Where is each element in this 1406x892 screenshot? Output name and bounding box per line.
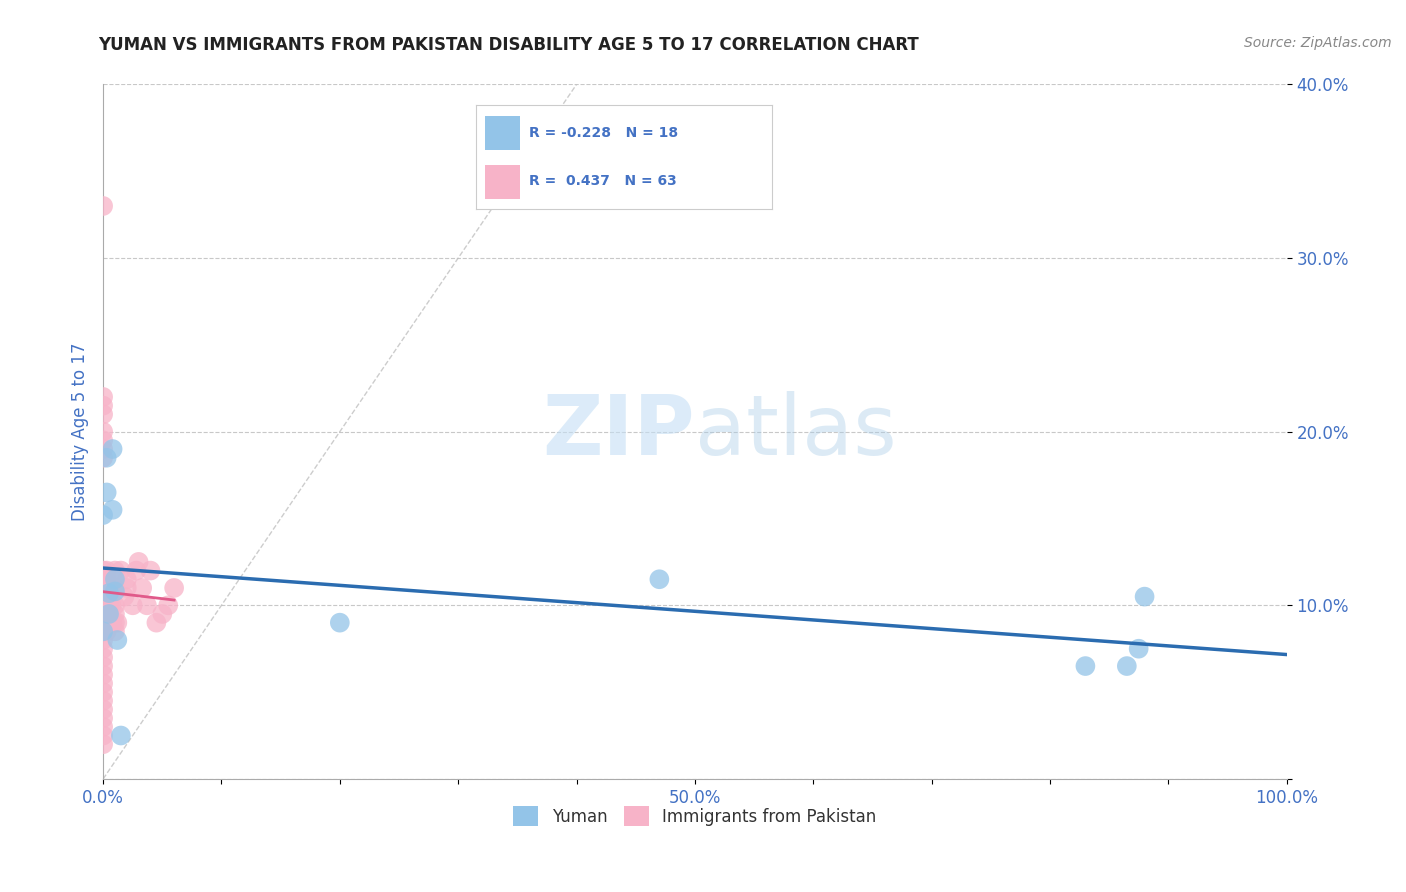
Point — [98, 615, 121, 630]
Point — [91, 667, 114, 681]
Point — [91, 615, 114, 630]
Point — [1133, 590, 1156, 604]
Point — [91, 199, 114, 213]
Point — [91, 685, 114, 699]
Point — [96, 615, 118, 630]
Point — [139, 564, 162, 578]
Point — [104, 624, 127, 639]
Point — [135, 599, 157, 613]
Point — [91, 425, 114, 439]
Point — [91, 702, 114, 716]
Point — [104, 599, 127, 613]
Point — [96, 450, 118, 465]
Point — [91, 572, 114, 586]
Point — [115, 581, 138, 595]
Point — [110, 729, 132, 743]
Point — [91, 564, 114, 578]
Text: Source: ZipAtlas.com: Source: ZipAtlas.com — [1244, 36, 1392, 50]
Point — [110, 564, 132, 578]
Point — [98, 586, 121, 600]
Point — [105, 633, 128, 648]
Point — [91, 633, 114, 648]
Point — [91, 729, 114, 743]
Point — [96, 564, 118, 578]
Point — [100, 581, 122, 595]
Point — [104, 572, 127, 586]
Text: atlas: atlas — [695, 392, 897, 472]
Point — [1115, 659, 1137, 673]
Point — [329, 615, 352, 630]
Point — [115, 572, 138, 586]
Point — [91, 442, 114, 456]
Point — [648, 572, 671, 586]
Point — [150, 607, 173, 621]
Point — [104, 581, 127, 595]
Point — [96, 572, 118, 586]
Point — [163, 581, 186, 595]
Point — [104, 615, 127, 630]
Point — [91, 694, 114, 708]
Point — [96, 624, 118, 639]
Point — [104, 584, 127, 599]
Point — [128, 555, 150, 569]
Point — [98, 599, 121, 613]
Point — [98, 607, 121, 621]
Point — [125, 564, 148, 578]
Point — [157, 599, 180, 613]
Y-axis label: Disability Age 5 to 17: Disability Age 5 to 17 — [72, 343, 89, 521]
Point — [1074, 659, 1097, 673]
Point — [101, 503, 124, 517]
Point — [91, 407, 114, 421]
Point — [91, 434, 114, 448]
Point — [91, 676, 114, 690]
Text: YUMAN VS IMMIGRANTS FROM PAKISTAN DISABILITY AGE 5 TO 17 CORRELATION CHART: YUMAN VS IMMIGRANTS FROM PAKISTAN DISABI… — [98, 36, 920, 54]
Point — [145, 615, 167, 630]
Point — [96, 485, 118, 500]
Point — [91, 590, 114, 604]
Point — [91, 624, 114, 639]
Point — [96, 581, 118, 595]
Point — [91, 581, 114, 595]
Point — [91, 737, 114, 751]
Point — [91, 508, 114, 522]
Point — [91, 650, 114, 665]
Point — [91, 624, 114, 639]
Point — [101, 615, 124, 630]
Point — [131, 581, 153, 595]
Point — [104, 564, 127, 578]
Point — [91, 599, 114, 613]
Point — [91, 399, 114, 413]
Point — [1128, 641, 1150, 656]
Point — [91, 450, 114, 465]
Point — [96, 590, 118, 604]
Point — [105, 615, 128, 630]
Point — [91, 711, 114, 725]
Point — [114, 590, 136, 604]
Point — [91, 607, 114, 621]
Point — [100, 599, 122, 613]
Point — [96, 599, 118, 613]
Point — [91, 641, 114, 656]
Legend: Yuman, Immigrants from Pakistan: Yuman, Immigrants from Pakistan — [506, 799, 883, 833]
Point — [91, 390, 114, 404]
Text: ZIP: ZIP — [543, 392, 695, 472]
Point — [121, 599, 143, 613]
Point — [101, 442, 124, 456]
Point — [91, 659, 114, 673]
Point — [98, 590, 121, 604]
Point — [104, 607, 127, 621]
Point — [91, 720, 114, 734]
